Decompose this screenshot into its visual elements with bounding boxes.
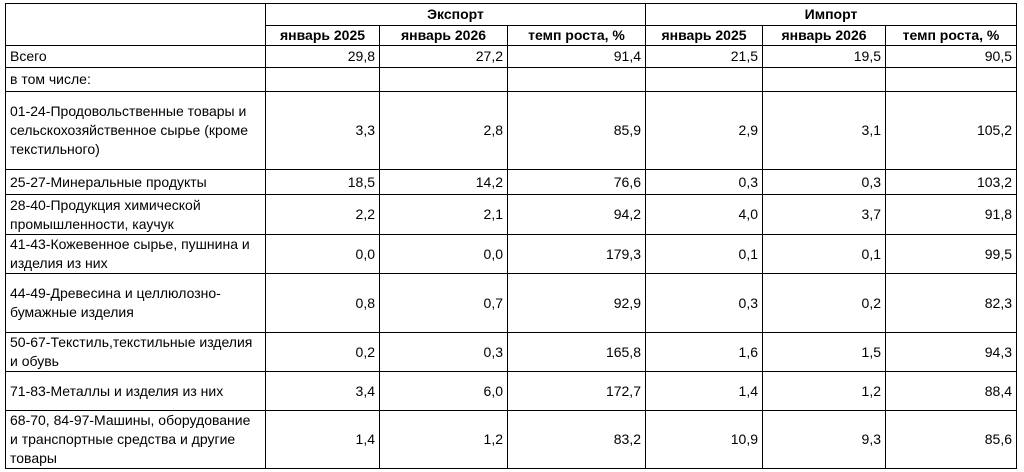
value-cell: 2,2 <box>265 194 380 235</box>
value-cell: 0,2 <box>762 273 886 333</box>
value-cell <box>884 67 1018 92</box>
table-row: 50-67-Текстиль,текстильные изделия и обу… <box>5 332 1018 372</box>
value-cell: 179,3 <box>507 234 646 274</box>
value-cell: 165,8 <box>507 332 646 372</box>
value-cell: 19,5 <box>762 45 886 68</box>
table-row: 41-43-Кожевенное сырье, пушнина и издели… <box>5 234 1018 274</box>
column-header: темп роста, % <box>884 25 1018 46</box>
table-row: 25-27-Минеральные продукты 18,5 14,2 76,6 0,… <box>5 169 1018 195</box>
value-cell: 94,2 <box>507 194 646 235</box>
value-cell: 92,9 <box>507 273 646 333</box>
value-cell <box>762 67 886 92</box>
value-cell: 0,0 <box>265 234 380 274</box>
value-cell: 10,9 <box>645 410 763 469</box>
value-cell: 0,0 <box>379 234 508 274</box>
value-cell: 85,9 <box>507 91 646 170</box>
value-cell: 91,4 <box>507 45 646 68</box>
value-cell <box>265 67 380 92</box>
value-cell: 29,8 <box>265 45 380 68</box>
value-cell: 0,7 <box>379 273 508 333</box>
group-header-row: Экспорт Импорт <box>5 3 1018 46</box>
value-cell: 3,7 <box>762 194 886 235</box>
value-cell: 2,8 <box>379 91 508 170</box>
row-label: 71-83-Металлы и изделия из них <box>5 371 266 411</box>
value-cell: 3,4 <box>265 371 380 411</box>
value-cell: 1,5 <box>762 332 886 372</box>
row-label: 44-49-Древесина и целлюлозно-бумажные из… <box>5 273 266 333</box>
value-cell: 83,2 <box>507 410 646 469</box>
value-cell: 82,3 <box>884 273 1018 333</box>
row-label: 28-40-Продукция химической промышленност… <box>5 194 266 235</box>
value-cell: 3,1 <box>762 91 886 170</box>
column-header-row: январь 2025 январь 2026 темп роста, % январ… <box>6 25 1018 46</box>
value-cell: 18,5 <box>265 169 380 195</box>
table-row: 71-83-Металлы и изделия из них 3,4 6,0 172,… <box>5 371 1018 411</box>
value-cell: 90,5 <box>884 45 1018 68</box>
value-cell: 0,3 <box>379 332 508 372</box>
table-body: Всего 29,8 27,2 91,4 21,5 19,5 90,5 в том числе… <box>5 45 1018 469</box>
table-row: 28-40-Продукция химической промышленност… <box>5 194 1018 235</box>
value-cell <box>507 67 646 92</box>
value-cell: 0,8 <box>265 273 380 333</box>
value-cell: 21,5 <box>645 45 763 68</box>
value-cell: 99,5 <box>884 234 1018 274</box>
column-header: январь 2025 <box>265 25 380 46</box>
value-cell: 1,2 <box>762 371 886 411</box>
value-cell: 2,1 <box>379 194 508 235</box>
table-row: в том числе: <box>5 67 1018 92</box>
column-header: январь 2026 <box>379 25 508 46</box>
row-label: 50-67-Текстиль,текстильные изделия и обу… <box>5 332 266 372</box>
value-cell: 9,3 <box>762 410 886 469</box>
value-cell: 1,4 <box>645 371 763 411</box>
value-cell: 6,0 <box>379 371 508 411</box>
value-cell: 172,7 <box>507 371 646 411</box>
value-cell: 103,2 <box>884 169 1018 195</box>
row-label: 68-70, 84-97-Машины, оборудование и тран… <box>5 410 266 469</box>
column-header: январь 2025 <box>645 25 763 46</box>
value-cell: 88,4 <box>884 371 1018 411</box>
value-cell: 1,2 <box>379 410 508 469</box>
trade-table: Экспорт Импорт январь 2025 январь 2026 тем… <box>5 3 1018 469</box>
value-cell: 1,6 <box>645 332 763 372</box>
group-header: Экспорт <box>265 3 646 26</box>
value-cell: 4,0 <box>645 194 763 235</box>
value-cell: 0,3 <box>762 169 886 195</box>
value-cell: 27,2 <box>379 45 508 68</box>
value-cell <box>379 67 508 92</box>
row-label: 41-43-Кожевенное сырье, пушнина и издели… <box>5 234 266 274</box>
table-row: 68-70, 84-97-Машины, оборудование и тран… <box>5 410 1018 469</box>
table-row: 44-49-Древесина и целлюлозно-бумажные из… <box>5 273 1018 333</box>
value-cell: 0,1 <box>645 234 763 274</box>
table-row: 01-24-Продовольственные товары и сельско… <box>5 91 1018 170</box>
corner-cell <box>5 3 266 46</box>
value-cell: 94,3 <box>884 332 1018 372</box>
value-cell: 3,3 <box>265 91 380 170</box>
value-cell: 1,4 <box>265 410 380 469</box>
value-cell: 0,3 <box>645 169 763 195</box>
column-header: темп роста, % <box>507 25 646 46</box>
row-label: 25-27-Минеральные продукты <box>5 169 266 195</box>
table-row: Всего 29,8 27,2 91,4 21,5 19,5 90,5 <box>5 45 1018 68</box>
value-cell: 0,1 <box>762 234 886 274</box>
value-cell: 91,8 <box>884 194 1018 235</box>
column-header: январь 2026 <box>762 25 886 46</box>
value-cell: 14,2 <box>379 169 508 195</box>
value-cell: 0,2 <box>265 332 380 372</box>
value-cell: 76,6 <box>507 169 646 195</box>
row-label: 01-24-Продовольственные товары и сельско… <box>5 91 266 170</box>
value-cell: 2,9 <box>645 91 763 170</box>
value-cell <box>645 67 763 92</box>
group-header: Импорт <box>644 3 1018 26</box>
value-cell: 0,3 <box>645 273 763 333</box>
row-label: Всего <box>5 45 266 68</box>
value-cell: 105,2 <box>884 91 1018 170</box>
row-label: в том числе: <box>5 67 266 92</box>
value-cell: 85,6 <box>884 410 1018 469</box>
